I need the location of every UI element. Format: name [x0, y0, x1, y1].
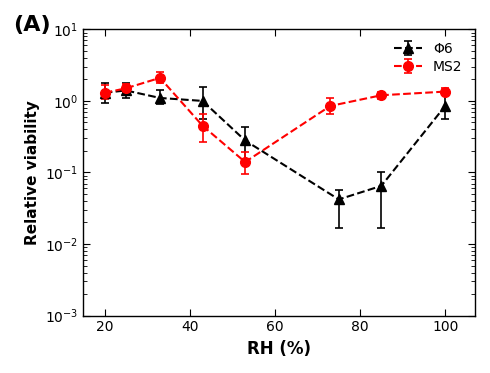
X-axis label: RH (%): RH (%)	[247, 340, 311, 358]
Text: (A): (A)	[13, 15, 50, 35]
Y-axis label: Relative viability: Relative viability	[24, 100, 40, 245]
Legend: Φ6, MS2: Φ6, MS2	[389, 36, 468, 79]
